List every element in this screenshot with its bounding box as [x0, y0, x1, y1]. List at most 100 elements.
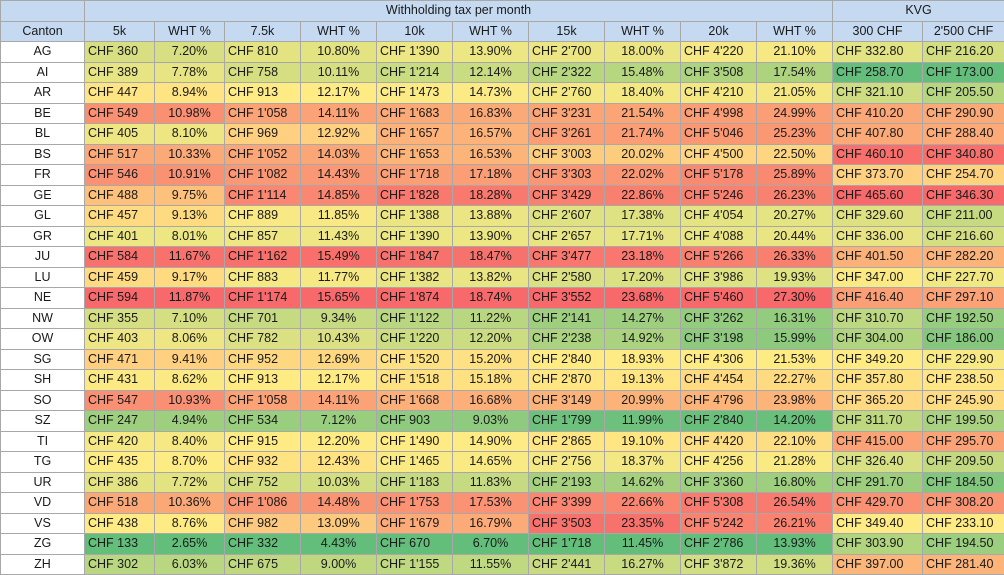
table-cell: CHF 2'840 — [529, 349, 605, 370]
table-cell: 14.85% — [301, 185, 377, 206]
table-cell: 10.98% — [155, 103, 225, 124]
table-cell: CHF 2'786 — [681, 534, 757, 555]
table-cell: 26.33% — [757, 247, 833, 268]
table-cell: CHF 407.80 — [833, 124, 923, 145]
table-cell: CHF 5'266 — [681, 247, 757, 268]
table-cell: 15.18% — [453, 370, 529, 391]
canton-cell: ZH — [1, 554, 85, 575]
table-cell: 4.43% — [301, 534, 377, 555]
table-cell: CHF 403 — [85, 329, 155, 350]
table-cell: CHF 290.90 — [923, 103, 1004, 124]
table-cell: CHF 2'756 — [529, 452, 605, 473]
canton-cell: LU — [1, 267, 85, 288]
table-cell: 10.33% — [155, 144, 225, 165]
table-cell: CHF 889 — [225, 206, 301, 227]
table-cell: 13.93% — [757, 534, 833, 555]
table-cell: CHF 357.80 — [833, 370, 923, 391]
table-cell: 14.11% — [301, 103, 377, 124]
table-cell: 12.43% — [301, 452, 377, 473]
table-cell: CHF 4'454 — [681, 370, 757, 391]
table-cell: CHF 546 — [85, 165, 155, 186]
table-cell: CHF 1'799 — [529, 411, 605, 432]
table-cell: CHF 336.00 — [833, 226, 923, 247]
table-cell: CHF 4'256 — [681, 452, 757, 473]
table-cell: CHF 2'865 — [529, 431, 605, 452]
table-cell: 23.98% — [757, 390, 833, 411]
table-cell: 22.50% — [757, 144, 833, 165]
table-cell: 20.02% — [605, 144, 681, 165]
table-cell: 17.53% — [453, 493, 529, 514]
canton-cell: NE — [1, 288, 85, 309]
column-header: WHT % — [301, 21, 377, 42]
table-cell: CHF 386 — [85, 472, 155, 493]
table-cell: CHF 465.60 — [833, 185, 923, 206]
table-cell: CHF 415.00 — [833, 431, 923, 452]
table-cell: CHF 2'441 — [529, 554, 605, 575]
canton-cell: GR — [1, 226, 85, 247]
canton-cell: JU — [1, 247, 85, 268]
table-cell: CHF 401 — [85, 226, 155, 247]
table-cell: CHF 310.70 — [833, 308, 923, 329]
table-cell: 20.44% — [757, 226, 833, 247]
table-cell: 11.99% — [605, 411, 681, 432]
column-header: WHT % — [605, 21, 681, 42]
table-cell: 21.54% — [605, 103, 681, 124]
table-cell: CHF 173.00 — [923, 62, 1004, 83]
table-cell: 11.22% — [453, 308, 529, 329]
table-cell: 2.65% — [155, 534, 225, 555]
table-cell: CHF 810 — [225, 42, 301, 63]
table-cell: CHF 282.20 — [923, 247, 1004, 268]
canton-cell: SZ — [1, 411, 85, 432]
table-cell: 16.79% — [453, 513, 529, 534]
canton-cell: AI — [1, 62, 85, 83]
table-cell: CHF 460.10 — [833, 144, 923, 165]
table-cell: CHF 1'082 — [225, 165, 301, 186]
column-header: 7.5k — [225, 21, 301, 42]
table-cell: CHF 2'870 — [529, 370, 605, 391]
canton-cell: SO — [1, 390, 85, 411]
table-cell: CHF 349.20 — [833, 349, 923, 370]
table-cell: CHF 1'388 — [377, 206, 453, 227]
table-cell: CHF 1'520 — [377, 349, 453, 370]
table-cell: 22.02% — [605, 165, 681, 186]
table-cell: 16.57% — [453, 124, 529, 145]
table-cell: CHF 229.90 — [923, 349, 1004, 370]
table-cell: 16.27% — [605, 554, 681, 575]
table-cell: CHF 1'683 — [377, 103, 453, 124]
table-cell: CHF 365.20 — [833, 390, 923, 411]
table-cell: CHF 435 — [85, 452, 155, 473]
table-cell: CHF 1'390 — [377, 42, 453, 63]
table-cell: 23.68% — [605, 288, 681, 309]
table-cell: 15.20% — [453, 349, 529, 370]
canton-cell: NW — [1, 308, 85, 329]
table-cell: 14.62% — [605, 472, 681, 493]
table-cell: CHF 4'210 — [681, 83, 757, 104]
table-cell: 22.27% — [757, 370, 833, 391]
table-cell: CHF 410.20 — [833, 103, 923, 124]
table-cell: CHF 1'847 — [377, 247, 453, 268]
table-cell: CHF 3'477 — [529, 247, 605, 268]
table-cell: 18.93% — [605, 349, 681, 370]
table-cell: 22.66% — [605, 493, 681, 514]
table-cell: CHF 2'657 — [529, 226, 605, 247]
table-cell: 10.80% — [301, 42, 377, 63]
table-cell: 16.68% — [453, 390, 529, 411]
table-cell: 12.69% — [301, 349, 377, 370]
table-cell: CHF 2'580 — [529, 267, 605, 288]
table-cell: CHF 1'668 — [377, 390, 453, 411]
table-cell: 18.40% — [605, 83, 681, 104]
canton-cell: VD — [1, 493, 85, 514]
table-cell: CHF 209.50 — [923, 452, 1004, 473]
table-cell: CHF 1'174 — [225, 288, 301, 309]
table-cell: CHF 584 — [85, 247, 155, 268]
table-cell: CHF 346.30 — [923, 185, 1004, 206]
table-cell: CHF 4'998 — [681, 103, 757, 124]
